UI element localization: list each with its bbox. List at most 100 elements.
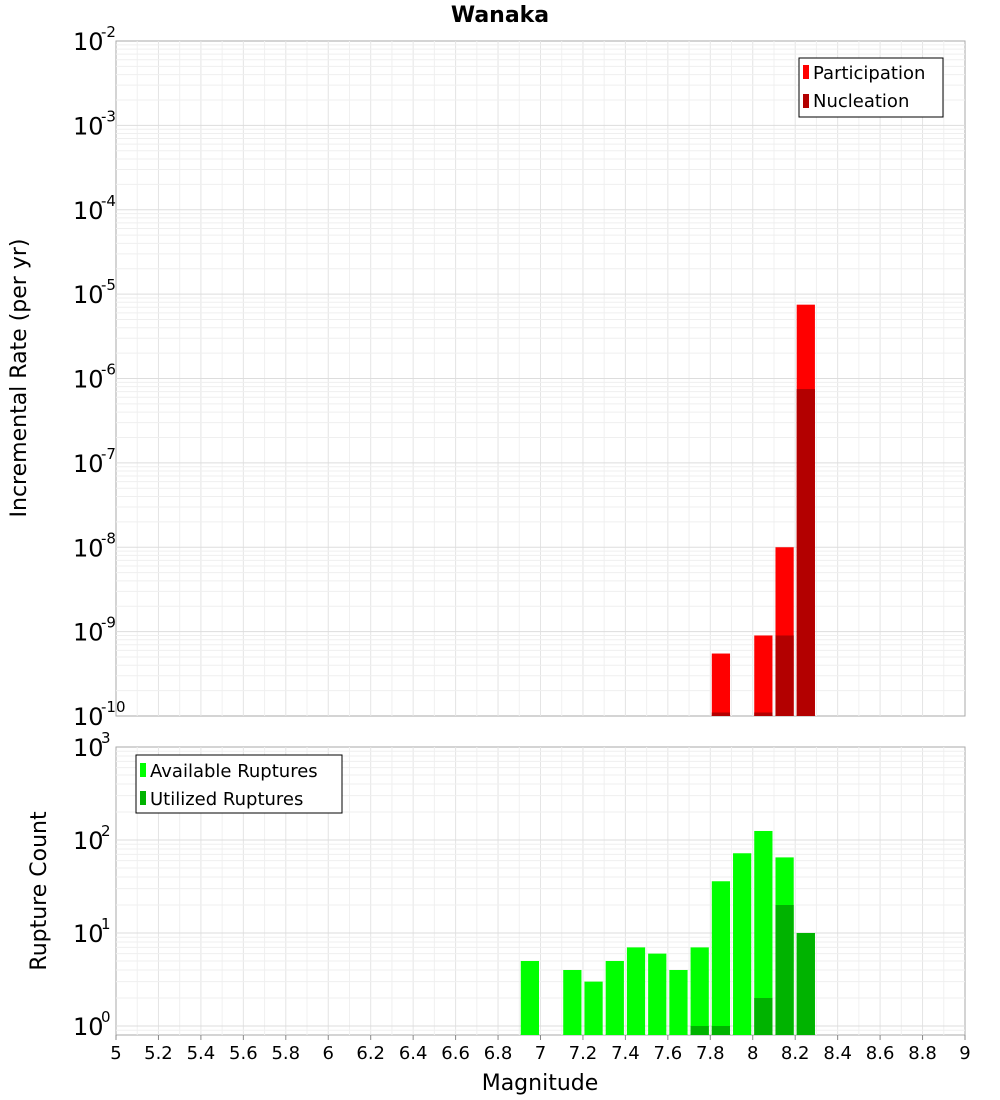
y-tick-base: 10 <box>73 827 104 855</box>
rate-bars <box>711 304 815 716</box>
bar-available-ruptures <box>648 953 667 1035</box>
x-tick-label: 8.8 <box>908 1043 937 1064</box>
x-tick-label: 5.8 <box>271 1043 300 1064</box>
x-tick-labels: 5 5.2 5.4 5.6 5.8 6 6.2 6.4 6.6 6.8 7 7.2 7.4 7.6 7.8 8… <box>110 1035 971 1064</box>
chart-title: Wanaka <box>451 3 549 28</box>
count-legend-box <box>135 754 343 814</box>
bar-available-ruptures <box>669 969 688 1035</box>
bar-available-ruptures <box>626 947 646 1035</box>
bar-nucleation <box>711 712 731 716</box>
y-tick-label: 10-4 <box>73 192 116 225</box>
bar-nucleation <box>775 635 794 716</box>
x-tick-label: 5.6 <box>229 1043 258 1064</box>
x-axis-label: Magnitude <box>482 1071 599 1096</box>
bar-available-ruptures <box>711 881 731 1035</box>
y-tick-exponent: -2 <box>101 23 116 41</box>
bar-utilized-ruptures <box>690 1025 709 1035</box>
y-tick-exponent: 1 <box>101 915 111 933</box>
count-y-axis-label: Rupture Count <box>27 811 52 971</box>
x-tick-label: 8.2 <box>781 1043 810 1064</box>
bar-participation <box>711 653 731 716</box>
bar-available-ruptures <box>733 853 752 1035</box>
bar-utilized-ruptures <box>796 932 815 1035</box>
x-tick-label: 5 <box>110 1043 121 1064</box>
bar-nucleation <box>796 389 815 716</box>
y-tick-base: 10 <box>73 281 104 309</box>
x-tick-label: 7.8 <box>696 1043 725 1064</box>
bar-available-ruptures <box>584 981 603 1035</box>
x-tick-label: 7 <box>535 1043 546 1064</box>
bar-utilized-ruptures <box>711 1025 731 1035</box>
x-tick-label: 6.4 <box>399 1043 428 1064</box>
rate-legend-box <box>798 57 944 118</box>
y-tick-base: 10 <box>73 920 104 948</box>
y-tick-exponent: -8 <box>101 529 116 547</box>
bar-nucleation <box>754 712 773 716</box>
y-tick-base: 10 <box>73 703 104 731</box>
x-tick-label: 8.6 <box>866 1043 895 1064</box>
y-tick-label: 10-10 <box>73 698 126 731</box>
rate-legend: Participation Nucleation <box>798 57 944 118</box>
y-tick-label: 102 <box>73 822 111 855</box>
count-legend: Available Ruptures Utilized Ruptures <box>135 754 343 814</box>
y-tick-label: 10-8 <box>73 529 116 562</box>
bar-available-ruptures <box>605 960 624 1035</box>
y-tick-base: 10 <box>73 197 104 225</box>
y-tick-base: 10 <box>73 619 104 647</box>
y-tick-label: 100 <box>73 1008 111 1041</box>
y-tick-exponent: 2 <box>101 822 111 840</box>
y-tick-base: 10 <box>73 734 104 762</box>
x-tick-label: 5.4 <box>187 1043 216 1064</box>
x-tick-label: 5.2 <box>144 1043 173 1064</box>
y-tick-base: 10 <box>73 28 104 56</box>
y-tick-label: 10-3 <box>73 107 116 140</box>
x-tick-label: 7.4 <box>611 1043 640 1064</box>
y-tick-exponent: -4 <box>101 192 116 210</box>
legend-label-available-ruptures: Available Ruptures <box>150 761 318 782</box>
y-tick-exponent: -3 <box>101 107 116 125</box>
y-tick-label: 10-2 <box>73 23 116 56</box>
bar-utilized-ruptures <box>754 997 773 1035</box>
x-tick-label: 6.8 <box>484 1043 513 1064</box>
bar-available-ruptures <box>520 960 539 1035</box>
y-tick-label: 10-7 <box>73 445 116 478</box>
y-tick-label: 10-9 <box>73 614 116 647</box>
legend-label-nucleation: Nucleation <box>813 91 909 112</box>
y-tick-exponent: -9 <box>101 614 116 632</box>
x-tick-label: 6.2 <box>356 1043 385 1064</box>
y-tick-exponent: -7 <box>101 445 116 463</box>
x-tick-label: 9 <box>959 1043 970 1064</box>
legend-swatch-utilized-ruptures <box>140 791 146 805</box>
y-tick-exponent: 0 <box>101 1008 111 1026</box>
bar-available-ruptures <box>563 969 582 1035</box>
y-tick-exponent: -5 <box>101 276 116 294</box>
x-tick-label: 6 <box>323 1043 334 1064</box>
y-tick-label: 103 <box>73 729 111 762</box>
x-tick-label: 6.6 <box>441 1043 470 1064</box>
bar-utilized-ruptures <box>775 904 794 1035</box>
rate-gridlines <box>116 41 965 716</box>
y-tick-base: 10 <box>73 534 104 562</box>
y-tick-base: 10 <box>73 112 104 140</box>
y-tick-exponent: -6 <box>101 361 116 379</box>
count-bars <box>520 830 815 1035</box>
legend-swatch-available-ruptures <box>140 763 146 777</box>
y-tick-exponent: 3 <box>101 729 111 747</box>
x-tick-label: 7.2 <box>569 1043 598 1064</box>
y-tick-base: 10 <box>73 1013 104 1041</box>
bar-participation <box>754 635 773 716</box>
legend-swatch-nucleation <box>803 94 809 108</box>
x-tick-label: 8.4 <box>823 1043 852 1064</box>
x-tick-label: 7.6 <box>654 1043 683 1064</box>
y-tick-base: 10 <box>73 450 104 478</box>
y-tick-label: 10-6 <box>73 361 116 394</box>
legend-label-utilized-ruptures: Utilized Ruptures <box>150 789 303 810</box>
y-tick-exponent: -10 <box>101 698 126 716</box>
y-tick-label: 10-5 <box>73 276 116 309</box>
bar-available-ruptures <box>690 947 709 1035</box>
